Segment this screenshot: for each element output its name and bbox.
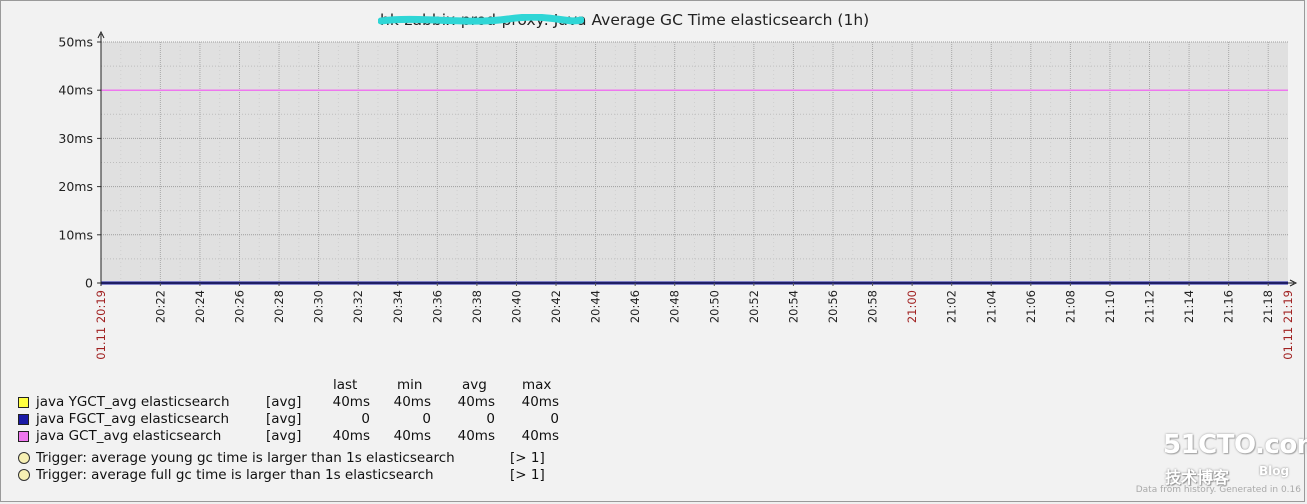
- legend-item-avg: 40ms: [457, 428, 495, 444]
- y-tick-label: 40ms: [58, 83, 93, 98]
- legend-header-last: last: [333, 377, 358, 393]
- x-tick-label: 21:02: [945, 290, 959, 323]
- legend-header-min: min: [397, 377, 423, 393]
- legend-item-avg: 40ms: [457, 394, 495, 410]
- trigger-text: Trigger: average full gc time is larger …: [36, 467, 434, 483]
- chart-title: hk-zabbix-prod-proxy: Java Average GC Ti…: [380, 11, 870, 29]
- legend-item: java FGCT_avg elasticsearch [avg] 0 0 0 0: [18, 411, 578, 428]
- legend-header-avg: avg: [462, 377, 487, 393]
- x-tick-label: 20:24: [193, 290, 207, 323]
- trigger-text: Trigger: average young gc time is larger…: [36, 450, 455, 466]
- y-axis-arrow: [97, 30, 105, 39]
- legend-item-last: 0: [361, 411, 370, 427]
- x-tick-label: 20:50: [707, 290, 721, 323]
- watermark: 51CTO.com 技术博客 Blog: [1163, 430, 1307, 500]
- x-tick-label: 21:04: [984, 290, 998, 323]
- legend-swatch: [18, 414, 29, 425]
- legend-item: java GCT_avg elasticsearch [avg] 40ms 40ms 4…: [18, 428, 578, 445]
- legend-item-function: [avg]: [266, 411, 302, 427]
- legend-swatch: [18, 397, 29, 408]
- x-tick-label: 20:32: [351, 290, 365, 323]
- legend-item-min: 40ms: [393, 428, 431, 444]
- x-tick-label: 20:36: [430, 290, 444, 323]
- legend-item-max: 40ms: [521, 428, 559, 444]
- x-tick-label: 21:06: [1024, 290, 1038, 323]
- x-tick-label: 20:52: [747, 290, 761, 323]
- x-tick-label: 21:08: [1063, 290, 1077, 323]
- x-tick-label: 21:18: [1261, 290, 1275, 323]
- trigger-circle-icon: [18, 452, 30, 464]
- legend-header-max: max: [522, 377, 552, 393]
- watermark-logo: 51CTO.com: [1163, 430, 1307, 460]
- x-tick-label: 20:34: [391, 290, 405, 323]
- y-tick-label: 20ms: [58, 179, 93, 194]
- x-axis-arrow: [1289, 279, 1298, 287]
- legend-item-max: 0: [550, 411, 559, 427]
- x-tick-label: 20:46: [628, 290, 642, 323]
- legend-item: java YGCT_avg elasticsearch [avg] 40ms 40ms…: [18, 394, 578, 411]
- x-tick-label: 20:22: [153, 290, 167, 323]
- watermark-subtitle: 技术博客: [1165, 468, 1230, 487]
- x-tick-label: 21:00: [905, 290, 919, 323]
- x-tick-label: 20:48: [668, 290, 682, 323]
- x-tick-label: 20:42: [549, 290, 563, 323]
- x-tick-label: 21:14: [1182, 290, 1196, 323]
- x-tick-label: 20:58: [866, 290, 880, 323]
- trigger-condition: [> 1]: [510, 450, 545, 466]
- legend-item-name: java GCT_avg elasticsearch: [36, 428, 222, 444]
- y-tick-label: 50ms: [58, 35, 93, 50]
- x-tick-label: 21:12: [1143, 290, 1157, 323]
- x-tick-label: 20:44: [589, 290, 603, 323]
- legend-item-name: java FGCT_avg elasticsearch: [36, 411, 230, 427]
- x-end-label: 01.11 21:19: [1281, 290, 1295, 360]
- x-tick-label: 20:40: [509, 290, 523, 323]
- legend-item-avg: 0: [486, 411, 495, 427]
- legend-item-max: 40ms: [521, 394, 559, 410]
- y-tick-label: 30ms: [58, 131, 93, 146]
- trigger-condition: [> 1]: [510, 467, 545, 483]
- x-tick-label: 20:56: [826, 290, 840, 323]
- x-tick-label: 20:26: [232, 290, 246, 323]
- x-tick-label: 20:54: [786, 290, 800, 323]
- legend-item-min: 40ms: [393, 394, 431, 410]
- watermark-blog: Blog: [1259, 464, 1290, 478]
- legend-item-name: java YGCT_avg elasticsearch: [36, 394, 230, 410]
- x-tick-label: 21:16: [1222, 290, 1236, 323]
- title-redaction-scribble: [378, 14, 584, 25]
- y-tick-label: 10ms: [58, 227, 93, 242]
- x-tick-label: 21:10: [1103, 290, 1117, 323]
- chart-plot: 0 10ms 20ms 30ms 40ms 50ms 20:22 20:24 20:26 20:2…: [58, 30, 1298, 360]
- y-tick-label: 0: [85, 276, 93, 291]
- x-tick-label: 20:28: [272, 290, 286, 323]
- x-tick-label: 20:30: [312, 290, 326, 323]
- footer-note: Data from history. Generated in 0.16: [1135, 485, 1301, 495]
- x-tick-label: 20:38: [470, 290, 484, 323]
- legend-item-min: 0: [422, 411, 431, 427]
- x-start-label: 01.11 20:19: [94, 290, 108, 360]
- legend-item-function: [avg]: [266, 394, 302, 410]
- legend-item-function: [avg]: [266, 428, 302, 444]
- legend-item-last: 40ms: [332, 428, 370, 444]
- legend-item-last: 40ms: [332, 394, 370, 410]
- trigger-circle-icon: [18, 469, 30, 481]
- legend-swatch: [18, 431, 29, 442]
